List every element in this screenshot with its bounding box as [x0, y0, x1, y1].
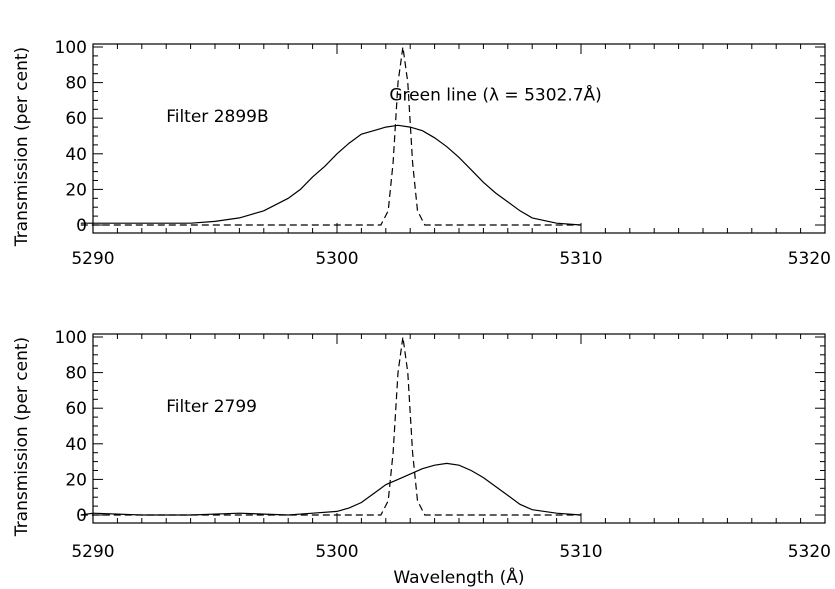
y-tick-label: 60 [65, 109, 87, 129]
y-tick-label: 40 [65, 435, 87, 455]
plot-frame [92, 333, 826, 524]
x-tick-label: 5320 [788, 542, 831, 562]
panel-1: 0 20 40 60 80 100 5290 5300 5310 5320 Transmission… [12, 38, 831, 269]
filter-transmission-series [80, 124, 582, 226]
y-tick-label: 100 [55, 328, 87, 348]
green-line-annotation: Green line (λ = 5302.7Å) [389, 83, 601, 105]
filter-name-annotation: Filter 2799 [166, 397, 257, 417]
y-tick-label: 40 [65, 145, 87, 165]
plot-frame [92, 43, 826, 234]
x-tick-label: 5320 [788, 249, 831, 269]
x-tick-label: 5290 [71, 249, 114, 269]
x-tick-label: 5310 [559, 542, 602, 562]
panel-2: 0 20 40 60 80 100 5290 5300 5310 5320 Transmission… [12, 328, 831, 588]
x-tick-label: 5290 [71, 542, 114, 562]
green-line-profile-series [80, 46, 581, 226]
filter-transmission-series [80, 462, 582, 516]
x-tick-label: 5300 [315, 249, 358, 269]
y-tick-label: 80 [65, 74, 87, 94]
y-tick-label: 100 [55, 38, 87, 58]
x-tick-label: 5300 [315, 542, 358, 562]
y-tick-label: 80 [65, 364, 87, 384]
y-tick-label: 60 [65, 399, 87, 419]
x-tick-label: 5310 [559, 249, 602, 269]
x-axis-label: Wavelength (Å) [393, 566, 524, 588]
y-tick-label: 0 [76, 216, 87, 236]
y-tick-label: 20 [65, 180, 87, 200]
y-axis-label: Transmission (per cent) [12, 47, 32, 247]
y-tick-label: 0 [76, 506, 87, 526]
filter-name-annotation: Filter 2899B [166, 107, 268, 127]
green-line-profile-series [80, 336, 581, 516]
y-axis-label: Transmission (per cent) [12, 337, 32, 537]
y-tick-label: 20 [65, 470, 87, 490]
